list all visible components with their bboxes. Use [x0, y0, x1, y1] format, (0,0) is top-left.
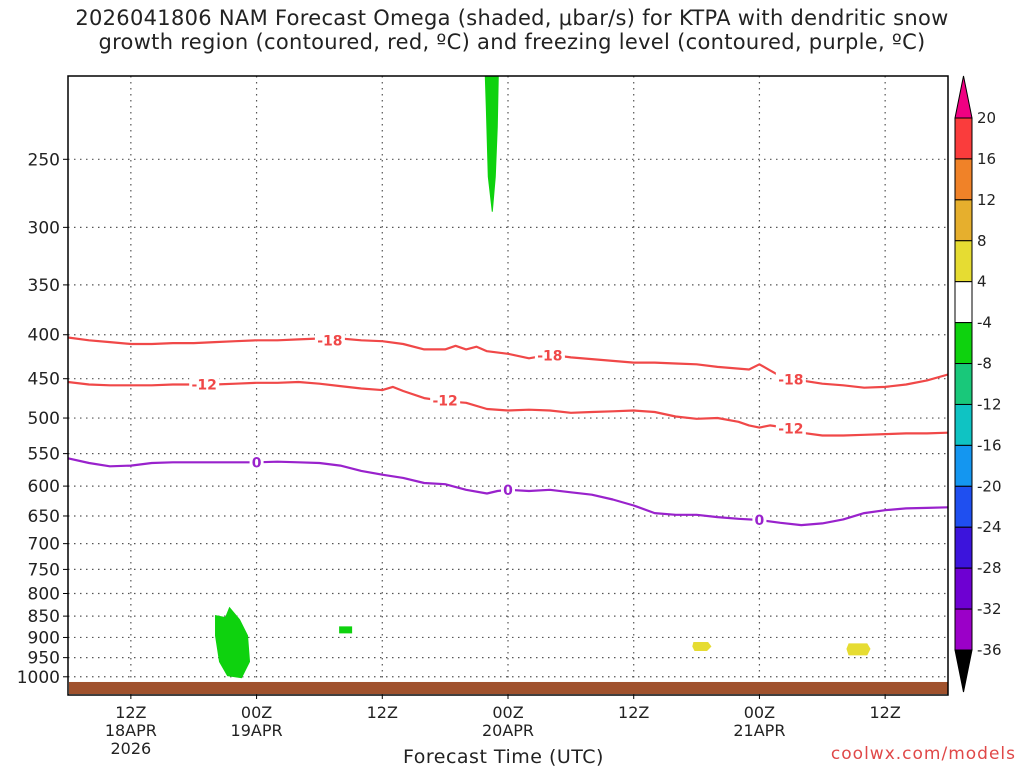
colorbar-segment	[954, 322, 973, 365]
contour-label-bg	[501, 481, 515, 497]
colorbar-segment	[954, 199, 973, 242]
x-tick-date-label: 20APR	[482, 721, 534, 740]
y-tick-label: 850	[28, 607, 60, 627]
y-tick-label: 550	[28, 445, 60, 465]
colorbar-label: 12	[977, 191, 996, 209]
contour-label: 0	[755, 513, 765, 529]
contour-label: 0	[503, 483, 513, 499]
contour-label: -18	[537, 349, 562, 365]
contour-label-bg	[314, 332, 345, 348]
colorbar-segment	[954, 567, 973, 610]
y-tick-label: 250	[28, 150, 60, 170]
x-tick-label: 12Z	[618, 703, 649, 722]
colorbar-label: 4	[977, 273, 987, 291]
colorbar-label: 16	[977, 150, 996, 168]
colorbar-label: -20	[977, 477, 1002, 495]
contour-temperature--12: -12 -12 -12	[67, 376, 949, 437]
x-tick-date-label: 21APR	[733, 721, 785, 740]
x-tick-label: 12Z	[367, 703, 398, 722]
y-tick-label: 450	[28, 370, 60, 390]
colorbar-bottom-triangle	[954, 649, 973, 693]
y-tick-label: 800	[28, 584, 60, 604]
y-tick-label: 300	[28, 218, 60, 238]
contour-label: -18	[317, 333, 342, 349]
x-tick-label: 00Z	[492, 703, 523, 722]
colorbar-label: -12	[977, 395, 1002, 413]
y-tick-label: 400	[28, 326, 60, 346]
contour-label-bg	[249, 454, 264, 470]
y-tick-label: 650	[28, 507, 60, 527]
contour-label: -18	[778, 373, 803, 389]
colorbar-segment	[954, 117, 973, 160]
y-tick-label: 700	[28, 535, 60, 555]
y-tick-label: 350	[28, 276, 60, 296]
x-axis-label: Forecast Time (UTC)	[403, 746, 604, 768]
colorbar-label: 20	[977, 109, 996, 127]
colorbar-segment	[954, 608, 973, 651]
colorbar-segment	[954, 158, 973, 201]
y-tick-label: 1000	[17, 668, 60, 688]
contour-label-bg	[534, 347, 565, 363]
grid-lines	[68, 76, 948, 695]
title-line-2: growth region (contoured, red, ºC) and f…	[98, 30, 926, 54]
colorbar-label: -28	[977, 559, 1002, 577]
contour-label: -12	[192, 377, 217, 393]
colorbar: 20 16 12 8 4 -4 -8 -12 -16 -20 -24 -28 -32 -36	[954, 75, 1002, 693]
x-tick-label: 12Z	[869, 703, 900, 722]
terrain-strip	[69, 681, 948, 694]
y-tick-label: 950	[28, 649, 60, 669]
x-tick-label: 00Z	[241, 703, 272, 722]
colorbar-label: -36	[977, 641, 1002, 659]
contour-label: -12	[432, 393, 457, 409]
contour-label: 0	[252, 455, 262, 471]
chart-title: 2026041806 NAM Forecast Omega (shaded, μ…	[0, 6, 1024, 54]
colorbar-segment	[954, 240, 973, 283]
colorbar-label: -4	[977, 314, 992, 332]
colorbar-segment	[954, 526, 973, 569]
x-tick-date-label: 18APR	[105, 721, 157, 740]
y-tick-label: 900	[28, 628, 60, 648]
x-tick-year-label: 2026	[110, 739, 151, 758]
contour-freezing-level-0: 0 0 0	[67, 454, 949, 529]
title-line-1: 2026041806 NAM Forecast Omega (shaded, μ…	[75, 6, 949, 30]
watermark: coolwx.com/models	[830, 744, 1016, 764]
colorbar-label: -32	[977, 600, 1002, 618]
colorbar-label: 8	[977, 232, 987, 250]
shaded-regions	[215, 75, 871, 679]
colorbar-label: -8	[977, 355, 992, 373]
contour-label-bg	[430, 392, 461, 408]
shaded-region-3	[692, 641, 712, 651]
colorbar-segment	[954, 281, 973, 324]
colorbar-segment	[954, 485, 973, 528]
colorbar-segment	[954, 444, 973, 487]
contour-label: -12	[778, 421, 803, 437]
y-tick-label: 600	[28, 477, 60, 497]
colorbar-segment	[954, 363, 973, 405]
x-tick-label: 00Z	[744, 703, 775, 722]
contour-label-bg	[775, 420, 806, 436]
y-tick-label: 750	[28, 560, 60, 580]
contour-label-bg	[775, 371, 806, 387]
contour-label-bg	[189, 376, 220, 392]
y-tick-label: 500	[28, 409, 60, 429]
x-tick-label: 12Z	[115, 703, 146, 722]
colorbar-label: -24	[977, 518, 1002, 536]
colorbar-segment	[954, 403, 973, 446]
shaded-region-1	[215, 606, 251, 679]
contour-temperature--18: -18 -18 -18	[67, 332, 949, 389]
colorbar-label: -16	[977, 436, 1002, 454]
colorbar-top-triangle	[954, 75, 973, 119]
y-axis: 2503003504004505005506006507007508008509…	[17, 150, 68, 688]
x-tick-date-label: 19APR	[231, 721, 283, 740]
contour-label-bg	[752, 511, 767, 527]
shaded-region-2	[339, 626, 353, 634]
shaded-region-4	[846, 643, 871, 656]
